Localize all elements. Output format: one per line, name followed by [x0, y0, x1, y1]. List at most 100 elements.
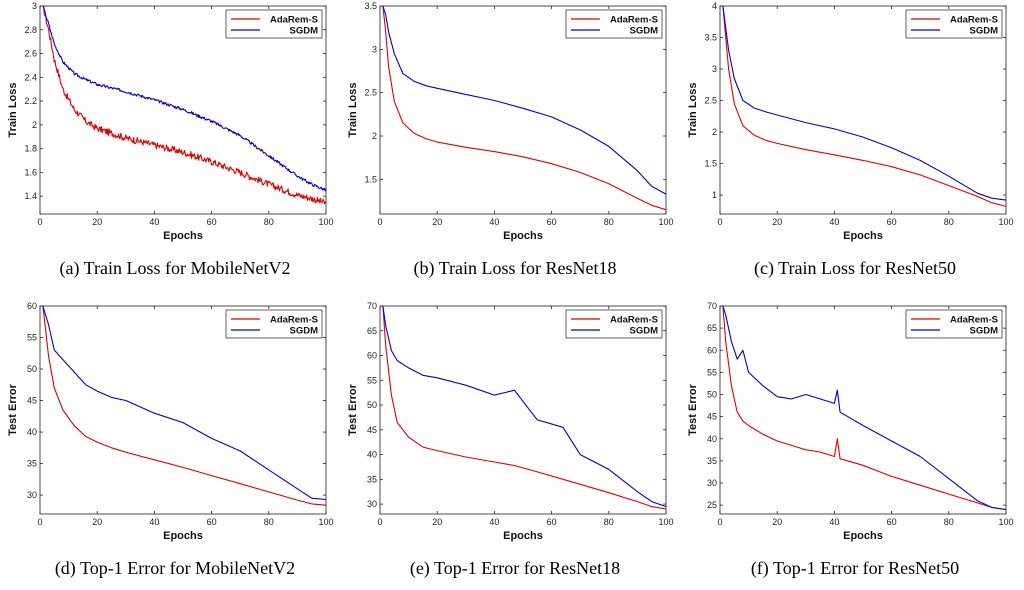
x-tick-label: 0	[377, 217, 382, 227]
x-tick-label: 40	[149, 217, 159, 227]
legend-label: AdaRem-S	[950, 314, 998, 325]
y-tick-label: 65	[707, 323, 717, 333]
y-tick-label: 2.5	[704, 96, 717, 106]
chart-panel-5: 0 20 40 60 80 100 30 35 40 45 50 55 60 65 70 Epochs Test…	[347, 300, 680, 590]
x-tick-label: 80	[944, 517, 954, 527]
series-line-sgdm	[42, 6, 326, 192]
figure-caption: (a) Train Loss for MobileNetV2	[59, 258, 291, 278]
y-tick-label: 2	[372, 131, 377, 141]
y-tick-label: 2.4	[24, 72, 37, 82]
y-tick-label: 45	[707, 412, 717, 422]
y-tick-label: 40	[27, 427, 37, 437]
x-tick-label: 100	[658, 517, 673, 527]
series-line-sgdm	[722, 306, 1006, 511]
x-tick-label: 80	[604, 217, 614, 227]
x-tick-label: 20	[432, 517, 442, 527]
y-axis-label: Train Loss	[347, 82, 359, 137]
x-axis-label: Epochs	[503, 530, 543, 542]
x-tick-label: 0	[717, 517, 722, 527]
chart-panel-3: 0 20 40 60 80 100 1 1.5 2 2.5 3 3.5 4 Epochs Train Los…	[687, 0, 1020, 290]
y-tick-label: 2	[32, 120, 37, 130]
plot-frame	[379, 305, 667, 515]
plot-frame	[719, 5, 1007, 215]
y-tick-label: 70	[707, 301, 717, 311]
chart-svg: 0 20 40 60 80 100 1.4 1.6 1.8 2 2.2 2.4 2.6 2.8 3 Epoch…	[7, 1, 334, 242]
series-line-adarem-s	[722, 6, 1006, 207]
y-tick-label: 3.5	[704, 33, 717, 43]
x-tick-label: 40	[829, 517, 839, 527]
x-tick-label: 0	[717, 217, 722, 227]
y-tick-label: 1.5	[704, 159, 717, 169]
x-tick-label: 60	[887, 517, 897, 527]
y-tick-label: 35	[27, 459, 37, 469]
series-line-adarem-s	[42, 6, 326, 205]
y-tick-label: 1.4	[24, 191, 37, 201]
y-tick-label: 30	[707, 478, 717, 488]
series-line-adarem-s	[382, 306, 666, 510]
legend-box	[905, 309, 1003, 339]
y-tick-label: 2.5	[364, 88, 377, 98]
y-tick-label: 2.8	[24, 25, 37, 35]
chart-svg: 0 20 40 60 80 100 1.5 2 2.5 3 3.5 Epochs Train Loss A…	[347, 1, 674, 242]
x-tick-label: 100	[998, 517, 1013, 527]
legend-label: SGDM	[630, 325, 659, 336]
x-tick-label: 20	[772, 217, 782, 227]
y-tick-label: 1.6	[24, 167, 37, 177]
legend-label: SGDM	[290, 25, 319, 36]
legend-box	[565, 9, 663, 39]
y-tick-label: 3	[32, 1, 37, 11]
y-tick-label: 70	[367, 301, 377, 311]
legend-label: AdaRem-S	[270, 314, 318, 325]
y-tick-label: 2	[712, 127, 717, 137]
y-tick-label: 40	[707, 434, 717, 444]
y-tick-label: 45	[27, 396, 37, 406]
legend-label: SGDM	[290, 325, 319, 336]
legend-label: SGDM	[970, 325, 999, 336]
x-axis-label: Epochs	[843, 530, 883, 542]
x-tick-label: 60	[207, 217, 217, 227]
x-tick-label: 40	[489, 517, 499, 527]
x-tick-label: 0	[377, 517, 382, 527]
legend-box	[565, 309, 663, 339]
y-tick-label: 50	[367, 400, 377, 410]
figure-caption: (e) Top-1 Error for ResNet18	[409, 558, 621, 578]
legend-box	[225, 309, 323, 339]
y-tick-label: 1.8	[24, 144, 37, 154]
chart-panel-4: 0 20 40 60 80 100 30 35 40 45 50 55 60 Epochs Test Err…	[7, 300, 340, 590]
y-tick-label: 2.2	[24, 96, 37, 106]
y-axis-label: Test Error	[687, 383, 699, 435]
x-axis-label: Epochs	[163, 230, 203, 242]
y-tick-label: 60	[367, 351, 377, 361]
y-tick-label: 35	[367, 474, 377, 484]
x-tick-label: 20	[772, 517, 782, 527]
series-line-sgdm	[382, 306, 666, 508]
figure-caption: (b) Train Loss for ResNet18	[413, 258, 617, 278]
y-tick-label: 55	[367, 375, 377, 385]
series-line-sgdm	[722, 6, 1006, 201]
chart-svg: 0 20 40 60 80 100 30 35 40 45 50 55 60 Epochs Test Err…	[7, 301, 334, 542]
plot-frame	[39, 5, 327, 215]
x-tick-label: 60	[547, 517, 557, 527]
y-tick-label: 35	[707, 456, 717, 466]
series-line-sgdm	[42, 306, 326, 501]
figure-caption: (f) Top-1 Error for ResNet50	[750, 558, 960, 578]
y-tick-label: 25	[707, 500, 717, 510]
legend-label: AdaRem-S	[610, 314, 658, 325]
x-tick-label: 20	[432, 217, 442, 227]
x-tick-label: 0	[37, 217, 42, 227]
x-tick-label: 40	[149, 517, 159, 527]
x-tick-label: 60	[207, 517, 217, 527]
figure-caption: (d) Top-1 Error for MobileNetV2	[54, 558, 296, 578]
y-tick-label: 2.6	[24, 49, 37, 59]
x-tick-label: 20	[92, 217, 102, 227]
x-tick-label: 100	[318, 517, 333, 527]
x-axis-label: Epochs	[163, 530, 203, 542]
y-tick-label: 1.5	[364, 174, 377, 184]
x-tick-label: 80	[264, 217, 274, 227]
legend-box	[905, 9, 1003, 39]
